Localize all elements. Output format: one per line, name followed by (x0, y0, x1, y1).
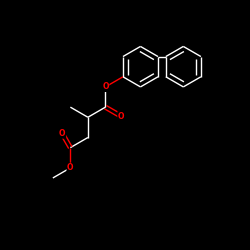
Text: O: O (118, 112, 124, 121)
Text: O: O (102, 82, 109, 92)
Text: O: O (67, 163, 73, 172)
Text: O: O (59, 129, 66, 138)
